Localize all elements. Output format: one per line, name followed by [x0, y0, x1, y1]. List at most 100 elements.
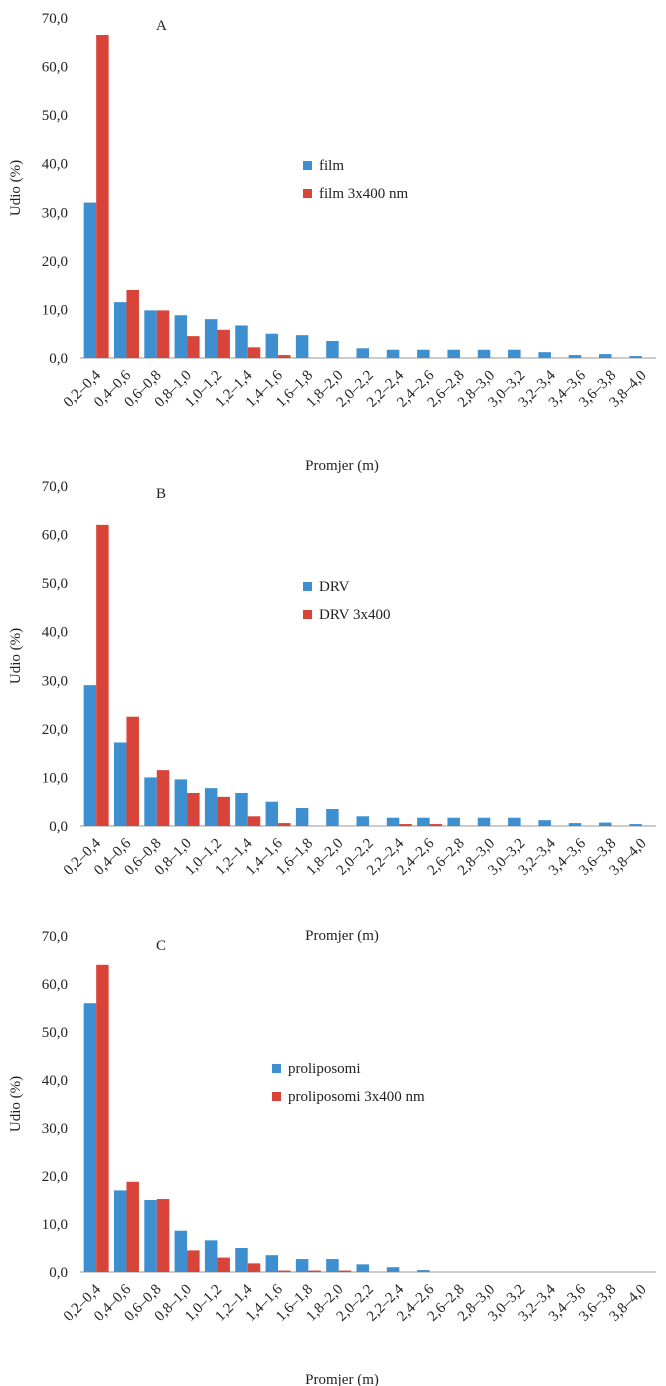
legend-entry: proliposomi 3x400 nm: [288, 1089, 425, 1105]
y-tick-label: 60,0: [42, 977, 68, 993]
bar-series1: [386, 817, 400, 826]
y-tick-label: 70,0: [42, 11, 68, 27]
y-tick-label: 30,0: [42, 205, 68, 221]
legend-entry: film 3x400 nm: [319, 186, 408, 202]
bar-series1: [83, 202, 97, 358]
panel-label: C: [156, 938, 166, 954]
bar-series1: [204, 1240, 218, 1272]
y-axis-label: Udio (%): [8, 160, 24, 216]
bar-series1: [326, 809, 339, 826]
bar-series2: [187, 336, 200, 358]
legend: proliposomi proliposomi 3x400 nm: [272, 1061, 425, 1105]
bar-series1: [83, 685, 97, 826]
bar-series1: [599, 354, 612, 358]
bar-series1: [204, 319, 218, 358]
bar-series2: [156, 770, 170, 826]
bar-series2: [126, 1181, 139, 1272]
y-tick-label: 40,0: [42, 1073, 68, 1089]
bar-series1: [538, 820, 551, 826]
bar-series1: [599, 822, 612, 826]
legend-swatch: [272, 1092, 281, 1101]
bar-series1: [295, 335, 309, 358]
chart-panel-c: 0,0 10,0 20,0 30,0 40,0 50,0 60,0 70,0 Udio (%) C…: [8, 929, 656, 1386]
y-tick-label: 0,0: [49, 819, 68, 835]
bar-series2: [156, 1199, 170, 1272]
bar-series1: [447, 349, 460, 358]
bar-series1: [295, 1259, 309, 1272]
bar-series1: [356, 348, 369, 358]
bar-series1: [235, 325, 248, 358]
bar-series1: [295, 808, 309, 826]
chart-panel-a: 0,0 10,0 20,0 30,0 40,0 50,0 60,0 70,0 Udio (%) A…: [8, 11, 656, 474]
legend-swatch: [303, 582, 312, 591]
bar-series2: [247, 347, 261, 358]
chart-panel-b: 0,0 10,0 20,0 30,0 40,0 50,0 60,0 70,0 Udio (%) B…: [8, 479, 656, 944]
x-axis-label: Promjer (m): [305, 458, 379, 474]
bar-series2: [96, 964, 109, 1272]
bar-series1: [477, 817, 491, 826]
y-tick-label: 70,0: [42, 929, 68, 945]
bar-series2: [247, 816, 261, 826]
y-tick-label: 30,0: [42, 673, 68, 689]
bar-series1: [386, 349, 400, 358]
legend-swatch: [303, 161, 312, 170]
bar-series1: [417, 817, 430, 826]
x-axis-label: Promjer (m): [305, 928, 379, 944]
bar-series2: [217, 796, 230, 826]
bar-series1: [265, 801, 279, 826]
legend-swatch: [303, 189, 312, 198]
y-tick-label: 40,0: [42, 157, 68, 173]
bar-series1: [356, 816, 369, 826]
bar-series1: [265, 333, 279, 358]
bar-series1: [508, 817, 521, 826]
y-axis-label: Udio (%): [8, 1076, 24, 1132]
bar-series1: [568, 355, 582, 358]
bar-series2: [247, 1263, 261, 1272]
bar-series2: [126, 716, 139, 826]
legend: DRV DRV 3x400: [303, 579, 390, 623]
bar-series2: [156, 310, 170, 358]
bar-series1: [265, 1255, 279, 1272]
bar-series1: [235, 1248, 248, 1272]
y-tick-label: 0,0: [49, 351, 68, 367]
bar-series1: [326, 341, 339, 358]
bar-series2: [338, 1270, 352, 1272]
bar-series2: [217, 329, 230, 358]
bar-series1: [568, 823, 582, 826]
bar-series1: [447, 817, 460, 826]
y-tick-label: 60,0: [42, 60, 68, 76]
bar-series2: [96, 524, 109, 826]
bar-series1: [113, 302, 127, 358]
bar-series2: [308, 1270, 321, 1272]
bar-series1: [83, 1003, 97, 1272]
bar-series2: [126, 290, 139, 358]
y-tick-label: 20,0: [42, 722, 68, 738]
y-tick-label: 20,0: [42, 1169, 68, 1185]
bar-series1: [326, 1259, 339, 1272]
y-tick-label: 70,0: [42, 479, 68, 495]
y-tick-label: 40,0: [42, 625, 68, 641]
bar-series2: [278, 355, 291, 358]
bar-series2: [217, 1257, 230, 1272]
legend-entry: film: [319, 158, 344, 174]
bar-series2: [429, 824, 443, 826]
bar-series1: [417, 1270, 430, 1272]
y-tick-label: 0,0: [49, 1265, 68, 1281]
bar-series1: [508, 349, 521, 358]
bar-series2: [399, 824, 412, 826]
bar-series1: [629, 356, 642, 358]
y-tick-label: 20,0: [42, 254, 68, 270]
bar-series1: [386, 1267, 400, 1272]
y-tick-label: 10,0: [42, 770, 68, 786]
x-axis-label: Promjer (m): [305, 1372, 379, 1386]
panel-label: A: [156, 18, 167, 34]
bar-series1: [144, 1200, 157, 1272]
bar-series2: [278, 823, 291, 826]
y-tick-label: 50,0: [42, 1025, 68, 1041]
bar-series1: [174, 779, 188, 826]
bar-series2: [96, 35, 109, 358]
bar-series1: [144, 777, 157, 826]
bar-series1: [174, 315, 188, 358]
bar-series1: [113, 742, 127, 826]
